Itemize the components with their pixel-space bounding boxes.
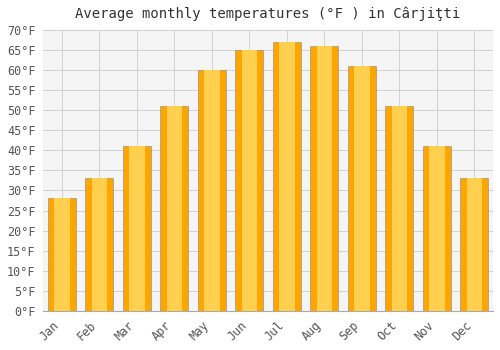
Bar (198, 70, 226, 311)
Bar (348, 66, 376, 311)
Bar (460, 178, 488, 311)
Bar (316, 46, 332, 311)
Bar (279, 42, 294, 311)
Bar (273, 42, 301, 311)
Bar (392, 106, 407, 311)
Bar (242, 50, 257, 311)
Bar (422, 146, 451, 311)
Bar (354, 66, 370, 311)
Bar (129, 146, 144, 311)
Bar (48, 198, 76, 311)
Bar (385, 106, 414, 311)
Bar (160, 106, 188, 311)
Bar (92, 178, 107, 311)
Bar (429, 146, 444, 311)
Bar (466, 178, 482, 311)
Bar (310, 46, 338, 311)
Bar (204, 70, 220, 311)
Bar (123, 146, 151, 311)
Title: Average monthly temperatures (°F ) in Cârjiţti: Average monthly temperatures (°F ) in Câ… (76, 7, 460, 21)
Bar (54, 198, 70, 311)
Bar (86, 178, 114, 311)
Bar (236, 50, 264, 311)
Bar (166, 106, 182, 311)
